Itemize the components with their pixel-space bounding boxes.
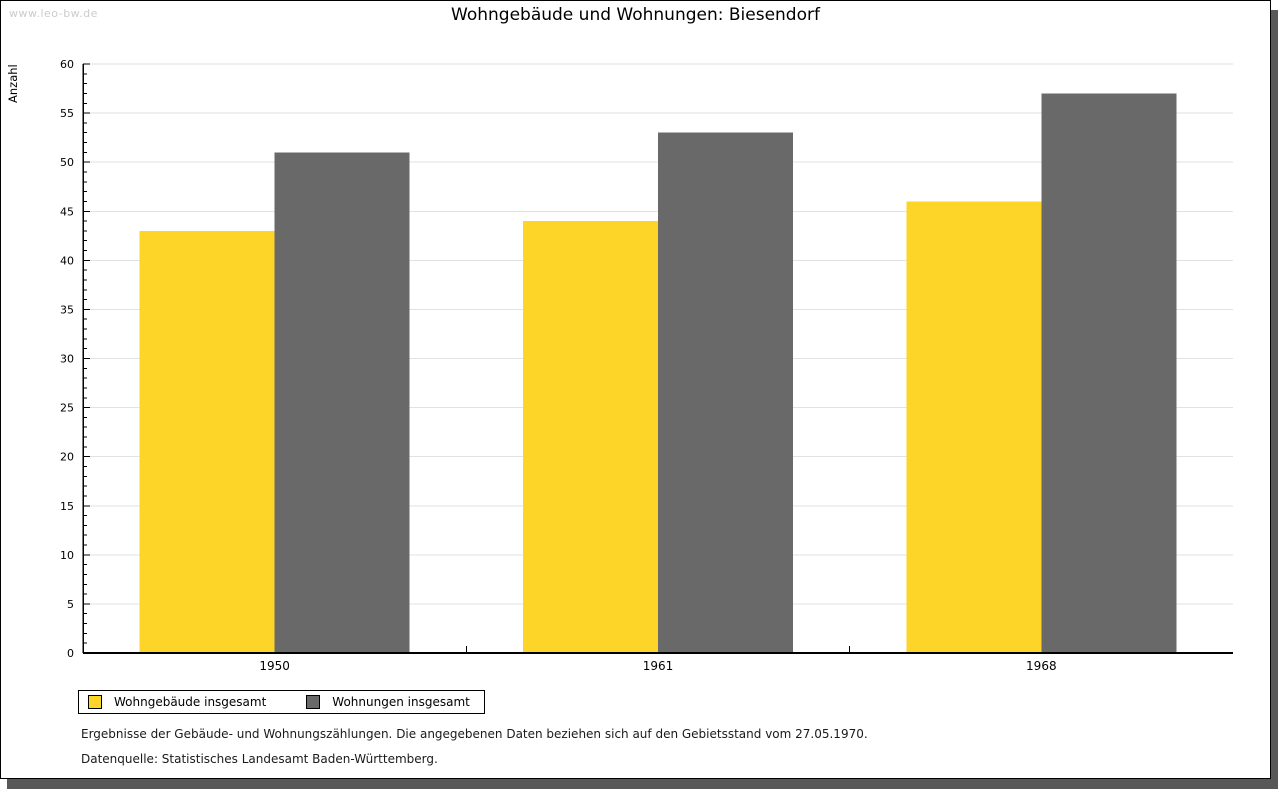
watermark: www.leo-bw.de xyxy=(9,7,98,20)
svg-text:1950: 1950 xyxy=(259,659,290,673)
chart-canvas: www.leo-bw.de Wohngebäude und Wohnungen:… xyxy=(0,0,1271,779)
svg-text:35: 35 xyxy=(60,303,74,316)
footnote: Ergebnisse der Gebäude- und Wohnungszähl… xyxy=(81,727,868,741)
svg-text:25: 25 xyxy=(60,402,74,415)
legend-label-wohngebaeude: Wohngebäude insgesamt xyxy=(114,695,267,709)
legend-swatch-wohnungen xyxy=(306,695,321,709)
svg-text:1968: 1968 xyxy=(1026,659,1057,673)
svg-text:60: 60 xyxy=(60,58,74,71)
legend-label-wohnungen: Wohnungen insgesamt xyxy=(332,695,470,709)
svg-text:55: 55 xyxy=(60,107,74,120)
svg-text:45: 45 xyxy=(60,205,74,218)
legend-swatch-wohngebaeude xyxy=(88,695,102,709)
legend: Wohngebäude insgesamt Wohnungen insgesam… xyxy=(78,690,485,714)
bar-chart: 1950 1961 1968 0 5 10 15 20 25 30 35 40 45 50 55 60 Anza… xyxy=(6,58,1233,673)
svg-text:30: 30 xyxy=(60,353,74,366)
svg-text:50: 50 xyxy=(60,156,74,169)
svg-text:40: 40 xyxy=(60,254,74,267)
legend-item-wohngebaeude: Wohngebäude insgesamt xyxy=(88,695,266,709)
chart-title: Wohngebäude und Wohnungen: Biesendorf xyxy=(451,5,820,25)
svg-text:10: 10 xyxy=(60,549,74,562)
svg-text:5: 5 xyxy=(67,598,74,611)
legend-item-wohnungen: Wohnungen insgesamt xyxy=(306,695,470,709)
svg-text:15: 15 xyxy=(60,500,74,513)
data-source: Datenquelle: Statistisches Landesamt Bad… xyxy=(81,752,438,766)
svg-text:0: 0 xyxy=(67,647,74,660)
svg-text:1961: 1961 xyxy=(643,659,674,673)
svg-text:Anzahl: Anzahl xyxy=(6,64,20,103)
svg-text:20: 20 xyxy=(60,451,74,464)
